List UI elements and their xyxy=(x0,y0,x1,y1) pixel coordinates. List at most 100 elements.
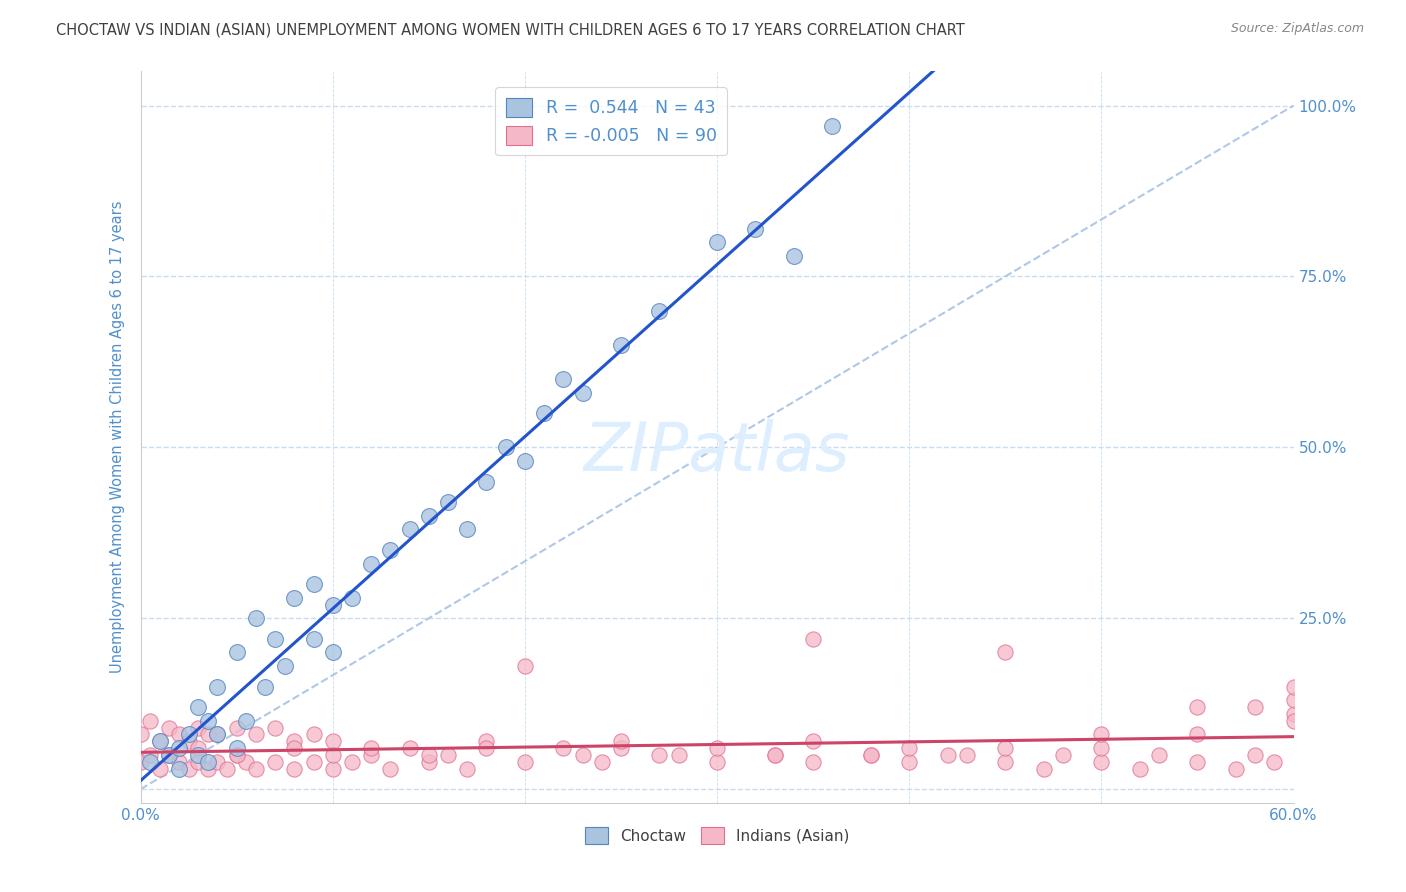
Point xyxy=(553,741,575,756)
Point xyxy=(668,747,690,762)
Point xyxy=(302,727,325,741)
Point xyxy=(1282,693,1305,707)
Point xyxy=(187,747,209,762)
Point xyxy=(274,659,297,673)
Point xyxy=(380,542,402,557)
Point xyxy=(360,557,382,571)
Point xyxy=(744,221,766,235)
Point xyxy=(322,598,344,612)
Point xyxy=(207,727,229,741)
Point xyxy=(159,747,180,762)
Point xyxy=(129,727,152,741)
Point xyxy=(245,611,267,625)
Point xyxy=(1147,747,1170,762)
Point xyxy=(159,721,180,735)
Point xyxy=(225,741,247,756)
Point xyxy=(197,762,219,776)
Point xyxy=(187,755,209,769)
Point xyxy=(610,338,633,352)
Point xyxy=(418,755,440,769)
Point xyxy=(207,727,229,741)
Point xyxy=(167,762,190,776)
Point xyxy=(1032,762,1054,776)
Point xyxy=(177,734,200,748)
Point xyxy=(283,591,305,605)
Y-axis label: Unemployment Among Women with Children Ages 6 to 17 years: Unemployment Among Women with Children A… xyxy=(110,201,125,673)
Point xyxy=(197,714,219,728)
Point xyxy=(783,249,806,263)
Point xyxy=(129,755,152,769)
Point xyxy=(197,727,219,741)
Point xyxy=(801,734,824,748)
Point xyxy=(475,741,498,756)
Point xyxy=(1090,741,1112,756)
Point xyxy=(398,522,420,536)
Point xyxy=(801,632,824,646)
Point xyxy=(340,755,363,769)
Point xyxy=(553,372,575,386)
Point xyxy=(139,755,162,769)
Point xyxy=(706,755,728,769)
Point xyxy=(1244,700,1267,714)
Point xyxy=(225,747,247,762)
Point xyxy=(591,755,613,769)
Point xyxy=(706,235,728,250)
Point xyxy=(245,762,267,776)
Point xyxy=(322,762,344,776)
Point xyxy=(571,385,593,400)
Text: ZIPatlas: ZIPatlas xyxy=(583,418,851,484)
Point xyxy=(235,755,257,769)
Point xyxy=(1282,714,1305,728)
Point xyxy=(418,508,440,523)
Point xyxy=(207,755,229,769)
Point xyxy=(513,755,536,769)
Point xyxy=(360,741,382,756)
Point xyxy=(322,747,344,762)
Point xyxy=(167,741,190,756)
Point xyxy=(302,755,325,769)
Point xyxy=(197,755,219,769)
Point xyxy=(302,577,325,591)
Point xyxy=(235,714,257,728)
Point xyxy=(283,762,305,776)
Point xyxy=(283,741,305,756)
Point xyxy=(207,680,229,694)
Point xyxy=(264,721,287,735)
Point xyxy=(264,632,287,646)
Point xyxy=(1282,680,1305,694)
Point xyxy=(1129,762,1152,776)
Point xyxy=(1244,747,1267,762)
Point xyxy=(225,747,247,762)
Point xyxy=(475,475,498,489)
Point xyxy=(821,119,844,133)
Point xyxy=(380,762,402,776)
Point xyxy=(398,741,420,756)
Point xyxy=(322,734,344,748)
Point xyxy=(648,303,671,318)
Point xyxy=(1187,700,1209,714)
Point xyxy=(225,645,247,659)
Point xyxy=(610,741,633,756)
Point xyxy=(264,755,287,769)
Point xyxy=(139,747,162,762)
Point xyxy=(1090,755,1112,769)
Point xyxy=(1052,747,1074,762)
Point xyxy=(1090,727,1112,741)
Point xyxy=(456,762,478,776)
Legend: Choctaw, Indians (Asian): Choctaw, Indians (Asian) xyxy=(578,822,856,850)
Point xyxy=(763,747,786,762)
Point xyxy=(859,747,882,762)
Point xyxy=(859,747,882,762)
Point xyxy=(801,755,824,769)
Point xyxy=(936,747,959,762)
Point xyxy=(994,755,1017,769)
Point xyxy=(159,747,180,762)
Point xyxy=(1187,727,1209,741)
Point xyxy=(1225,762,1247,776)
Point xyxy=(360,747,382,762)
Point xyxy=(254,680,277,694)
Text: Source: ZipAtlas.com: Source: ZipAtlas.com xyxy=(1230,22,1364,36)
Point xyxy=(187,741,209,756)
Point xyxy=(283,734,305,748)
Point xyxy=(495,440,517,454)
